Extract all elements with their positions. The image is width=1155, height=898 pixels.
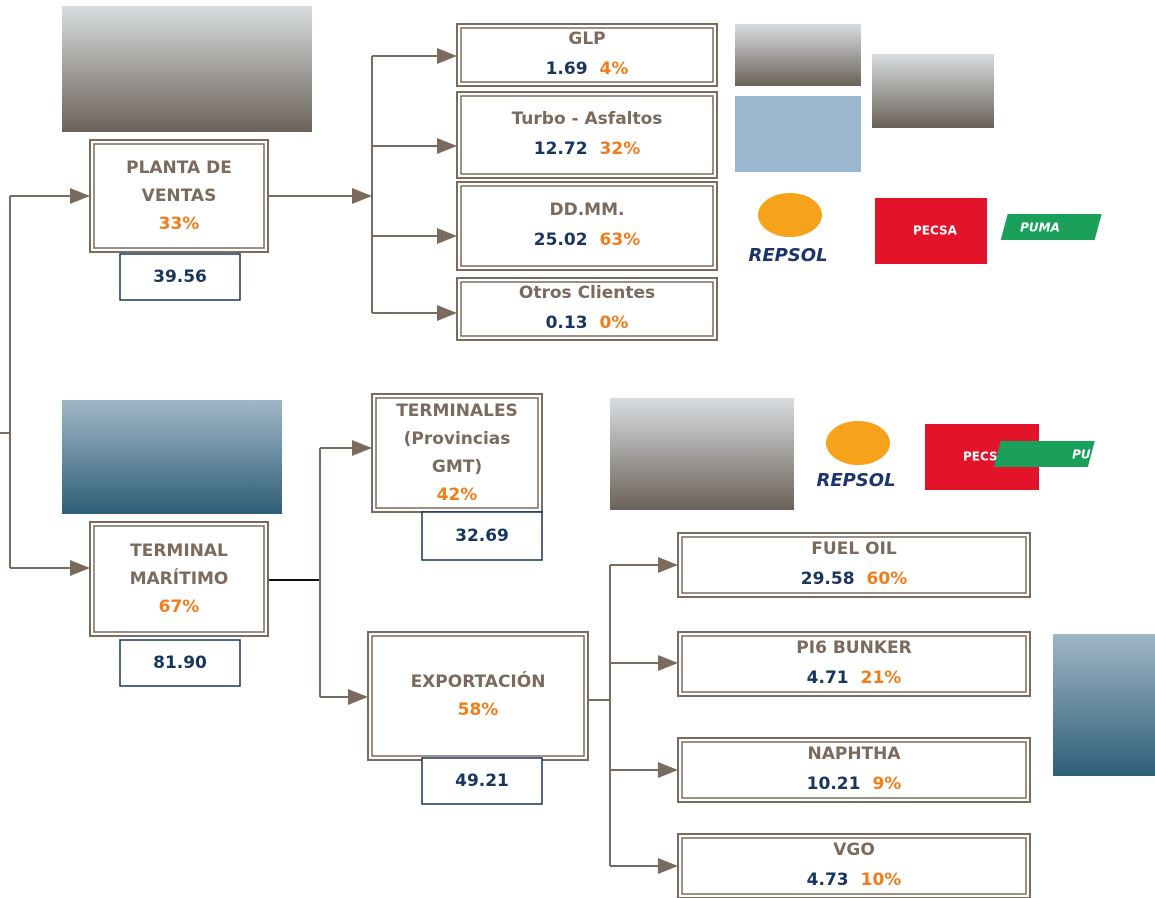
box	[457, 182, 717, 270]
node-title: GMT)	[432, 457, 482, 477]
node-value: 25.02	[534, 230, 588, 250]
value-line: 1.69 4%	[546, 59, 629, 79]
value-line: 12.72 32%	[534, 139, 640, 159]
connector	[0, 196, 10, 568]
value-line: 25.02 63%	[534, 230, 640, 250]
node-percent: 67%	[159, 597, 200, 617]
connector	[588, 565, 610, 866]
logos: REPSOL PECSA PUMA REPSOL PECSA PUMA	[748, 193, 1111, 491]
node-title: DD.MM.	[550, 200, 625, 220]
node-title: TERMINAL	[130, 541, 228, 561]
node-title: TERMINALES	[396, 401, 518, 421]
logo-text: REPSOL	[748, 245, 827, 266]
logo-text: PUMA	[1072, 448, 1112, 462]
value-line: 10.21 9%	[807, 774, 902, 794]
node-percent: 33%	[159, 214, 200, 234]
node-value: 1.69	[546, 59, 588, 79]
photo-tanks	[735, 24, 861, 86]
box	[368, 632, 588, 760]
node-percent: 63%	[600, 230, 641, 250]
logo-text: PUMA	[1020, 221, 1060, 235]
photo-tanker	[1053, 634, 1155, 776]
logo-mark	[826, 421, 890, 465]
node-title: Turbo - Asfaltos	[512, 109, 663, 129]
diagram: REPSOL PECSA PUMA REPSOL PECSA PUMA PLAN…	[0, 0, 1155, 898]
node-percent: 21%	[861, 668, 902, 688]
node-title: PLANTA DE	[126, 158, 232, 178]
node-title: MARÍTIMO	[130, 567, 229, 589]
logo-text: PECSA	[913, 224, 958, 238]
node-value: 4.71	[807, 668, 849, 688]
node-value: 81.90	[153, 653, 207, 673]
node-percent: 10%	[861, 870, 902, 890]
node-title: NAPHTHA	[807, 744, 901, 764]
photo-plane	[735, 96, 861, 172]
photo-terminal	[610, 398, 794, 510]
logo-text: REPSOL	[816, 470, 895, 491]
node-percent: 58%	[458, 700, 499, 720]
node-value: 39.56	[153, 267, 207, 287]
photo-truck	[872, 54, 994, 128]
node-value: 32.69	[455, 526, 509, 546]
node-title: Otros Clientes	[519, 283, 655, 303]
box	[457, 92, 717, 178]
node-percent: 4%	[600, 59, 629, 79]
logo-mark	[758, 193, 822, 237]
photo-ship	[62, 400, 282, 514]
node-value: 4.73	[807, 870, 849, 890]
node-value: 0.13	[546, 313, 588, 333]
node-value: 10.21	[807, 774, 861, 794]
node-title: GLP	[568, 29, 605, 49]
node-title: VGO	[833, 840, 875, 860]
node-value: 49.21	[455, 771, 509, 791]
node-title: PI6 BUNKER	[796, 638, 911, 658]
value-line: 29.58 60%	[801, 569, 907, 589]
node-percent: 42%	[437, 485, 478, 505]
node-value: 29.58	[801, 569, 855, 589]
node-percent: 32%	[600, 139, 641, 159]
node-title: (Provincias	[404, 429, 511, 449]
node-percent: 0%	[600, 313, 629, 333]
node-title: FUEL OIL	[811, 539, 897, 559]
photo-station	[62, 6, 312, 132]
node-percent: 9%	[872, 774, 901, 794]
value-line: 0.13 0%	[546, 313, 629, 333]
node-value: 12.72	[534, 139, 588, 159]
node-title: VENTAS	[142, 186, 217, 206]
node-title: EXPORTACIÓN	[411, 670, 546, 692]
node-percent: 60%	[867, 569, 908, 589]
